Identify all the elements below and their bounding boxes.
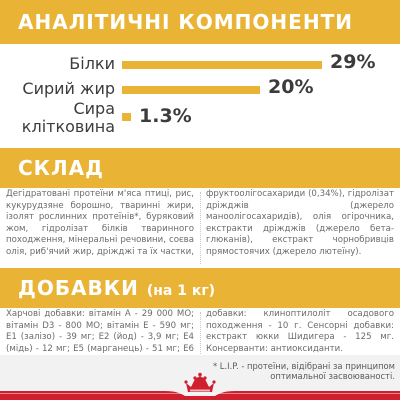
analysis-label: Сира клітковина: [5, 100, 115, 136]
column-divider: [200, 192, 201, 264]
analysis-label: Сирий жир: [22, 79, 115, 98]
analysis-bar: [122, 86, 260, 94]
analysis-value: 20%: [268, 76, 314, 98]
analysis-value: 29%: [330, 51, 376, 73]
analysis-label: Білки: [69, 54, 115, 73]
composition-text-left: Дегідратовані протеїни м'яса птиці, рис,…: [6, 189, 194, 257]
composition-title: СКЛАД: [0, 148, 400, 188]
analysis-label-line: Сира: [73, 99, 115, 118]
column-divider: [200, 312, 201, 354]
analysis-title: АНАЛІТИЧНІ КОМПОНЕНТИ: [0, 0, 400, 44]
analysis-section: Білки 29% Сирий жир 20% Сира клітковина …: [0, 44, 400, 148]
analysis-value: 1.3%: [139, 105, 192, 127]
analysis-row-fiber: Сира клітковина 1.3%: [0, 100, 400, 144]
additives-title: ДОБАВКИ (на 1 кг): [0, 268, 400, 308]
additives-text-right: добавки: клиноптилоліт осадового походже…: [206, 309, 394, 354]
analysis-row-fat: Сирий жир 20%: [0, 76, 400, 107]
analysis-bar: [122, 113, 131, 121]
analysis-label-line: клітковина: [21, 117, 115, 136]
analysis-bar: [122, 61, 322, 69]
composition-text-right: фруктоолігосахариди (0,34%), гідролізат …: [206, 189, 394, 257]
royal-canin-crown-icon: [0, 372, 400, 400]
analysis-row-protein: Білки 29%: [0, 51, 400, 82]
additives-title-suffix: (на 1 кг): [146, 283, 216, 299]
additives-title-main: ДОБАВКИ: [18, 276, 139, 300]
footnote: * L.I.P. - протеїни, відібрані за принци…: [212, 361, 395, 381]
